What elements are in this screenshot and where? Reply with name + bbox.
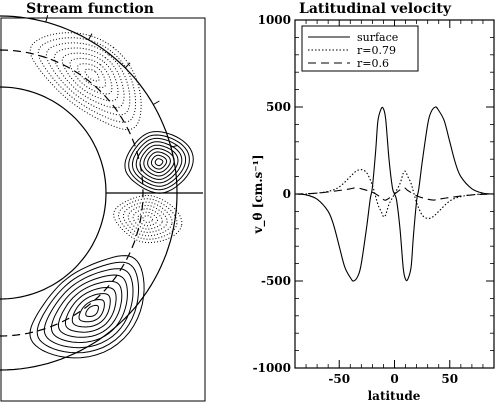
contour-line (45, 42, 131, 116)
contour-line (139, 144, 179, 180)
y-axis-label: v_θ [cm.s⁻¹] (251, 154, 266, 234)
contour-line (85, 304, 99, 317)
contour-line (117, 198, 178, 240)
contour-line (78, 298, 105, 323)
contour-cell-north-low (124, 131, 194, 194)
contour-line (36, 261, 140, 354)
series-line-r-0-6 (294, 187, 495, 201)
contour-line (142, 215, 154, 223)
latitudinal-velocity-title: Latitudinal velocity (299, 1, 452, 17)
contour-line (29, 32, 142, 131)
latitude-tick (45, 15, 49, 23)
contour-line (50, 274, 128, 344)
contour-line (127, 205, 168, 233)
legend-label: r=0.79 (357, 44, 396, 57)
x-tick-label: 0 (390, 372, 398, 386)
contour-line (124, 131, 194, 194)
contour-line (71, 293, 111, 328)
legend-label: surface (357, 31, 398, 44)
contour-cell-south-high (29, 255, 145, 359)
x-axis-label: latitude (368, 389, 421, 403)
stream-function-panel (0, 15, 206, 402)
contour-line (131, 137, 187, 187)
contour-line (69, 57, 113, 95)
series-line-r-0-79 (294, 169, 495, 220)
contour-line (57, 280, 123, 338)
panel-frame (0, 17, 206, 402)
contour-line (154, 158, 164, 167)
contour-line (143, 147, 175, 177)
contour-line (64, 286, 117, 333)
contour-line (137, 211, 159, 227)
series-lines (294, 106, 495, 282)
contour-line (43, 268, 134, 349)
contour-line (29, 255, 145, 359)
contour-line (77, 63, 107, 88)
contour-line (53, 47, 125, 109)
y-tick-label: -500 (261, 274, 291, 288)
latitude-tick (124, 62, 131, 69)
y-tick-label: 1000 (258, 13, 291, 27)
y-tick-label: -1000 (253, 361, 291, 375)
stream-function-title: Stream function (26, 1, 154, 17)
x-tick-label: -50 (328, 372, 350, 386)
contour-line (150, 154, 168, 170)
x-tick-label: 50 (441, 372, 458, 386)
y-tick-label: 0 (283, 187, 291, 201)
contour-cell-north-high (29, 32, 142, 131)
contour-line (122, 201, 173, 237)
latitude-tick (153, 100, 160, 105)
contour-line (37, 37, 136, 123)
y-tick-label: 500 (266, 100, 291, 114)
legend-label: r=0.6 (357, 57, 389, 70)
contour-line (135, 141, 183, 184)
contour-line (132, 208, 163, 230)
contour-line (147, 151, 171, 173)
contour-cell-south-low (113, 194, 183, 244)
contour-line (128, 134, 190, 191)
inner-boundary-arc (0, 86, 107, 300)
latitude-tick (88, 33, 93, 40)
